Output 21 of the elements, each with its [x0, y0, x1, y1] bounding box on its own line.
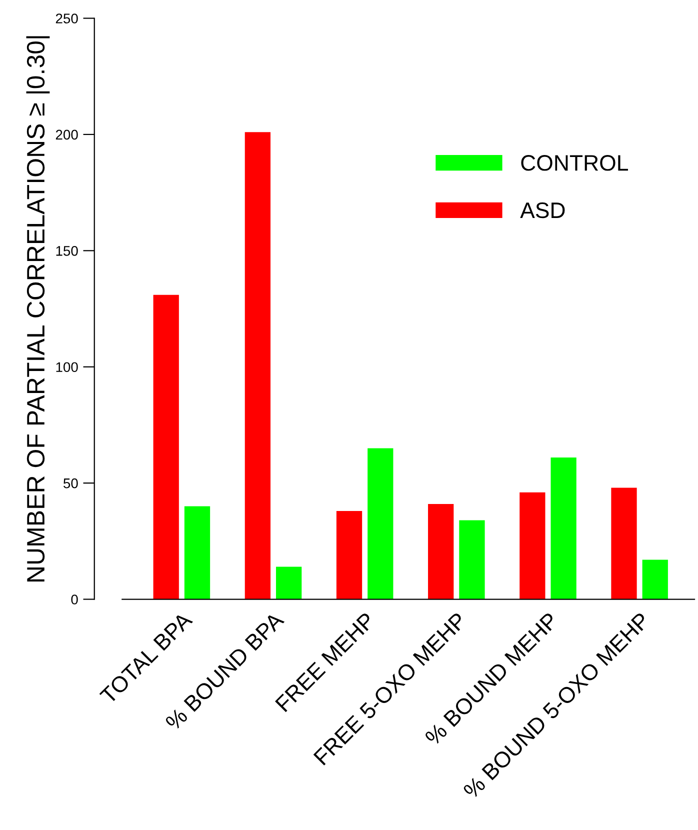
bar	[153, 294, 179, 600]
bar	[184, 506, 210, 600]
y-tick-label: 100	[56, 362, 78, 372]
y-tick-label: 150	[56, 246, 78, 256]
y-axis-title: NUMBER OF PARTIAL CORRELATIONS ≥ |0.30|	[26, 36, 50, 582]
bar	[550, 457, 576, 600]
bar	[336, 510, 362, 600]
bar	[368, 448, 394, 600]
bar	[276, 566, 302, 600]
y-tick-label: 0	[71, 594, 78, 604]
legend-label: CONTROL	[521, 155, 628, 171]
bar	[244, 132, 271, 600]
bar	[611, 488, 637, 600]
y-tick-label: 50	[64, 478, 78, 488]
bar	[459, 520, 485, 600]
bar	[428, 504, 454, 600]
bar	[520, 492, 546, 600]
legend-label: ASD	[520, 202, 565, 218]
y-tick-label: 250	[56, 14, 78, 24]
bar	[642, 560, 668, 600]
y-tick-label: 200	[56, 130, 78, 140]
